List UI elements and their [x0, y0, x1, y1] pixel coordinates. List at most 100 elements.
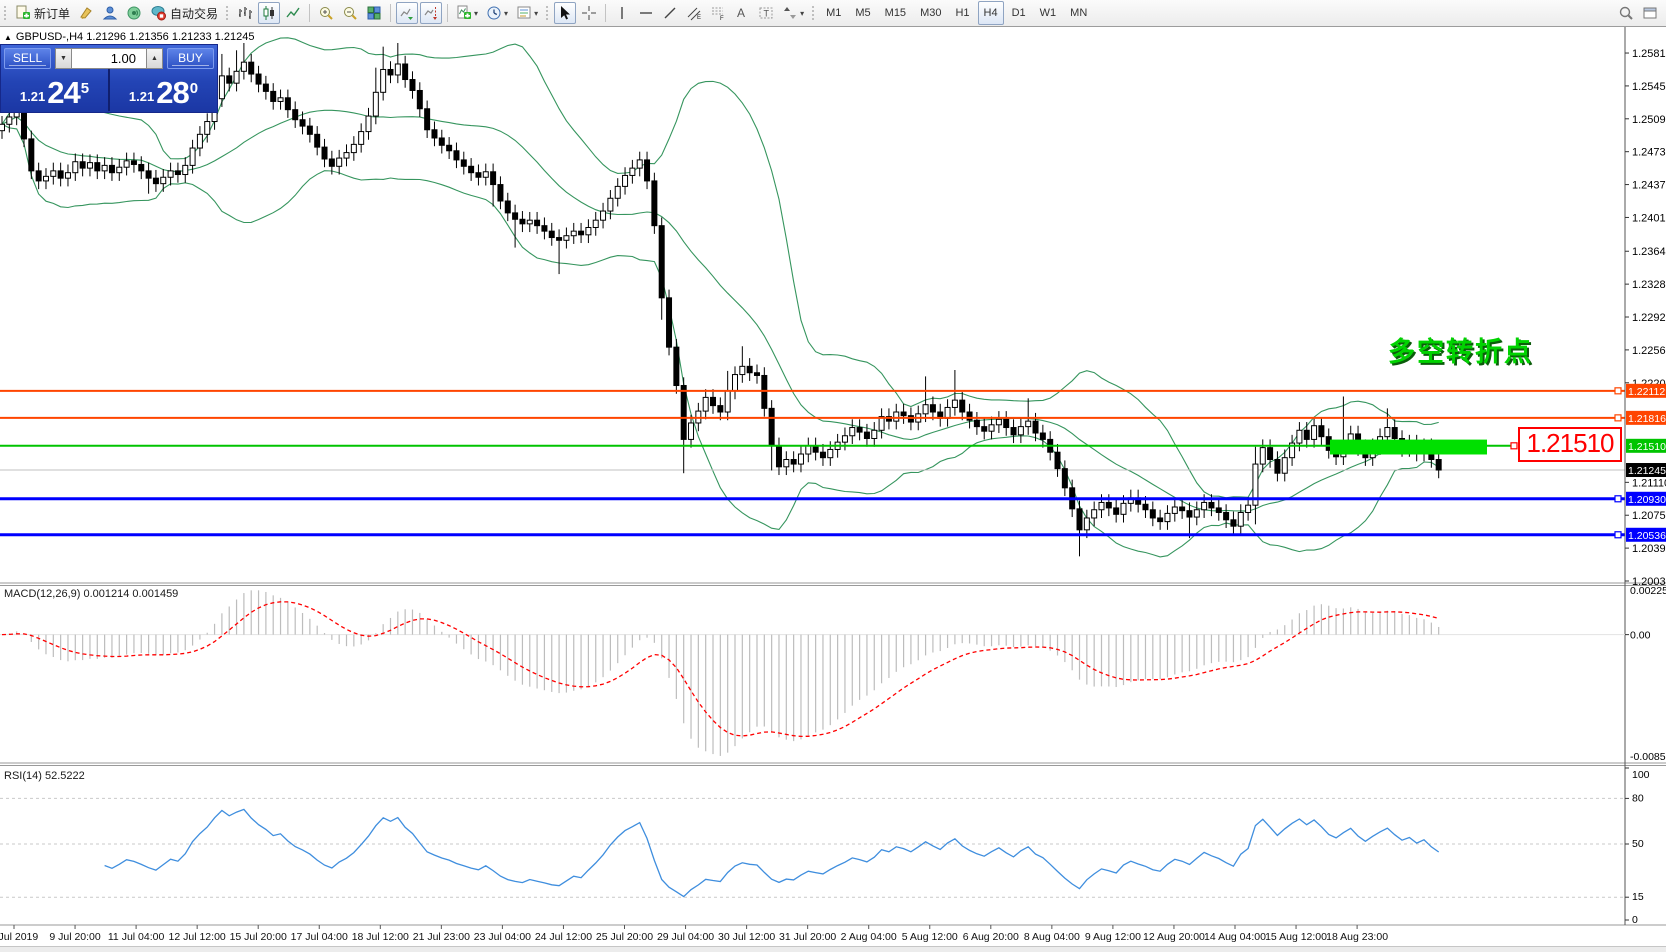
periods-dropdown-caret[interactable]: ▾	[504, 8, 509, 18]
autotrade-icon	[151, 6, 167, 21]
chart-shift-button[interactable]	[420, 2, 443, 24]
timeframe-h1-button[interactable]: H1	[955, 7, 970, 19]
svg-text:1.20536: 1.20536	[1628, 530, 1666, 542]
indicators-button[interactable]: ▾	[453, 2, 481, 24]
time-axis-label: 9 Jul 20:00	[49, 931, 101, 943]
bar-chart-button[interactable]	[234, 2, 256, 24]
level-endpoint-marker[interactable]	[1614, 531, 1622, 539]
crosshair-button[interactable]	[578, 2, 600, 24]
new-order-button[interactable]: 新订单	[12, 2, 73, 24]
line-chart-button[interactable]	[282, 2, 304, 24]
svg-text:1.20390: 1.20390	[1632, 543, 1666, 555]
svg-text:80: 80	[1632, 792, 1644, 804]
trendline-icon	[664, 7, 676, 19]
text-button[interactable]: A	[731, 2, 753, 24]
toolbar-drag-handle[interactable]	[225, 4, 231, 22]
volume-decrease-button[interactable]: ▼	[55, 47, 72, 69]
status-strip	[0, 946, 1666, 952]
svg-text:E: E	[697, 15, 701, 21]
timeframe-mn-button[interactable]: MN	[1070, 7, 1088, 19]
mql-community-icon	[102, 6, 118, 20]
mql-community-button[interactable]	[99, 2, 121, 24]
templates-button[interactable]: ▾	[513, 2, 541, 24]
autotrade-button[interactable]: 自动交易	[147, 2, 221, 24]
svg-text:1.21510: 1.21510	[1628, 441, 1666, 453]
highlighter-button[interactable]	[75, 2, 97, 24]
sell-button[interactable]: SELL	[4, 47, 51, 69]
volume-increase-button[interactable]: ▲	[146, 47, 163, 69]
vertical-line-button[interactable]	[611, 2, 633, 24]
fibonacci-button[interactable]: F	[707, 2, 729, 24]
toolbar-right-group	[1614, 2, 1662, 24]
svg-text:1.22920: 1.22920	[1632, 312, 1666, 324]
templates-dropdown-caret[interactable]: ▾	[534, 8, 539, 18]
timeframe-m1-button[interactable]: M1	[826, 7, 842, 19]
text-label-button[interactable]: T	[755, 2, 777, 24]
timeframe-m5-button[interactable]: M5	[855, 7, 871, 19]
horizontal-line-button[interactable]	[635, 2, 657, 24]
toolbar-drag-handle[interactable]	[545, 4, 551, 22]
svg-text:0.00: 0.00	[1630, 630, 1651, 642]
volume-input[interactable]: 1.00	[72, 47, 146, 69]
chart-window[interactable]: 1.25810 1.25450 1.25090 1.24730 1.24370 1.240…	[0, 27, 1666, 952]
sell-price[interactable]: 1.21 24 5	[1, 69, 110, 111]
level-price-tag[interactable]: 1.21510	[1518, 427, 1622, 462]
timeframe-h4-button[interactable]: H4	[977, 1, 1004, 25]
time-axis-label: 25 Jul 20:00	[596, 931, 653, 943]
chart-canvas: 1.25810 1.25450 1.25090 1.24730 1.24370 1.240…	[0, 27, 1666, 943]
time-axis-label: 12 Aug 20:00	[1143, 931, 1205, 943]
price-axis[interactable]: 1.25810 1.25450 1.25090 1.24730 1.24370 1.240…	[1625, 48, 1666, 588]
time-axis-label: 8 Jul 2019	[0, 931, 38, 943]
periods-button[interactable]: ▾	[483, 2, 511, 24]
toolbar-drag-handle[interactable]	[811, 4, 817, 22]
timeframe-group: M1 M5 M15 M30 H1 H4 D1 W1 MN	[819, 1, 1094, 25]
sell-price-sup: 5	[80, 80, 90, 97]
trade-panel-collapse-icon[interactable]: ▲	[4, 33, 12, 42]
equidistant-channel-icon: E	[687, 7, 701, 21]
arrows-dropdown-caret[interactable]: ▾	[800, 8, 805, 18]
periods-clock-icon	[487, 6, 501, 20]
panels-button[interactable]	[1639, 2, 1661, 24]
panels-icon	[1643, 7, 1657, 19]
toolbar-drag-handle[interactable]	[3, 4, 8, 22]
level-endpoint-marker[interactable]	[1510, 442, 1518, 450]
level-endpoint-marker[interactable]	[1614, 387, 1622, 395]
timeframe-d1-button[interactable]: D1	[1011, 7, 1026, 19]
svg-text:100: 100	[1632, 769, 1650, 781]
candlestick-chart-button[interactable]	[258, 2, 281, 24]
buy-button[interactable]: BUY	[167, 47, 214, 69]
svg-text:F: F	[720, 16, 724, 21]
level-endpoint-marker[interactable]	[1614, 495, 1622, 503]
candlestick-series	[0, 42, 1442, 557]
zoom-in-button[interactable]	[315, 2, 337, 24]
horizontal-level-lines	[0, 387, 1625, 539]
crosshair-icon	[582, 6, 597, 20]
svg-text:A: A	[737, 6, 745, 20]
svg-text:-0.008557: -0.008557	[1630, 751, 1666, 763]
timeframe-m15-button[interactable]: M15	[884, 7, 907, 19]
time-axis-label: 21 Jul 23:00	[413, 931, 470, 943]
level-endpoint-marker[interactable]	[1614, 414, 1622, 422]
cursor-button[interactable]	[554, 2, 577, 24]
search-button[interactable]	[1615, 2, 1637, 24]
equidistant-channel-button[interactable]: E	[683, 2, 705, 24]
buy-price[interactable]: 1.21 28 0	[110, 69, 217, 111]
indicators-dropdown-caret[interactable]: ▾	[474, 8, 479, 18]
svg-text:1.20750: 1.20750	[1632, 510, 1666, 522]
trendline-button[interactable]	[659, 2, 681, 24]
signals-button[interactable]	[123, 2, 145, 24]
time-axis-label: 15 Aug 12:00	[1265, 931, 1327, 943]
chart-annotation-text[interactable]: 多空转折点	[1388, 337, 1533, 367]
tile-windows-button[interactable]	[363, 2, 385, 24]
svg-text:1.25450: 1.25450	[1632, 81, 1666, 93]
svg-text:1.24010: 1.24010	[1632, 212, 1666, 224]
zoom-out-button[interactable]	[339, 2, 361, 24]
timeframe-w1-button[interactable]: W1	[1039, 7, 1057, 19]
support-zone-rectangle[interactable]	[1330, 439, 1487, 455]
timeframe-m30-button[interactable]: M30	[920, 7, 942, 19]
auto-scroll-button[interactable]	[396, 2, 419, 24]
arrows-button[interactable]: ▾	[779, 2, 807, 24]
time-axis[interactable]: 8 Jul 2019 9 Jul 20:00 11 Jul 04:00 12 Jul …	[0, 925, 1388, 943]
toolbar-separator	[309, 4, 311, 22]
chart-shift-icon	[424, 7, 438, 20]
